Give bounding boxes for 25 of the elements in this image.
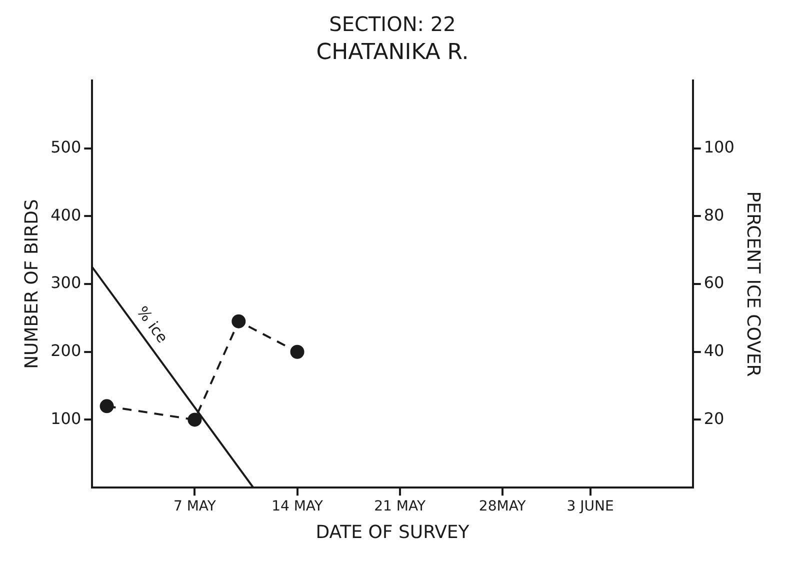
y2-tick-label: 80 — [704, 205, 724, 224]
y-tick-label: 200 — [50, 341, 82, 360]
x-axis-title: DATE OF SURVEY — [316, 522, 470, 543]
point — [100, 399, 114, 414]
y2-tick-label: 20 — [704, 408, 724, 428]
y2-tick-label: 100 — [704, 137, 734, 156]
x-tick-label: 7 MAY — [173, 498, 216, 515]
y-tick-label: 500 — [50, 137, 82, 156]
chart-title: SECTION: 22 — [329, 12, 456, 36]
point — [232, 314, 246, 328]
y2-axis-title: PERCENT ICE COVER — [742, 191, 764, 377]
y-tick-label: 400 — [50, 205, 82, 224]
annotation: % ice — [133, 302, 172, 346]
y2-tick-label: 40 — [704, 341, 724, 360]
x-tick-label: 3 JUNE — [566, 498, 614, 515]
x-tick-label: 21 MAY — [374, 498, 426, 515]
y2-tick-label: 60 — [704, 273, 724, 292]
y-tick-label: 100 — [50, 408, 82, 428]
y-tick-label: 300 — [50, 273, 82, 292]
point — [188, 412, 202, 427]
point — [290, 344, 304, 359]
y-axis-title: NUMBER OF BIRDS — [21, 199, 42, 369]
chart-subtitle: CHATANIKA R. — [316, 40, 469, 65]
x-tick-label: 28MAY — [478, 498, 526, 515]
x-tick-label: 14 MAY — [272, 498, 324, 515]
